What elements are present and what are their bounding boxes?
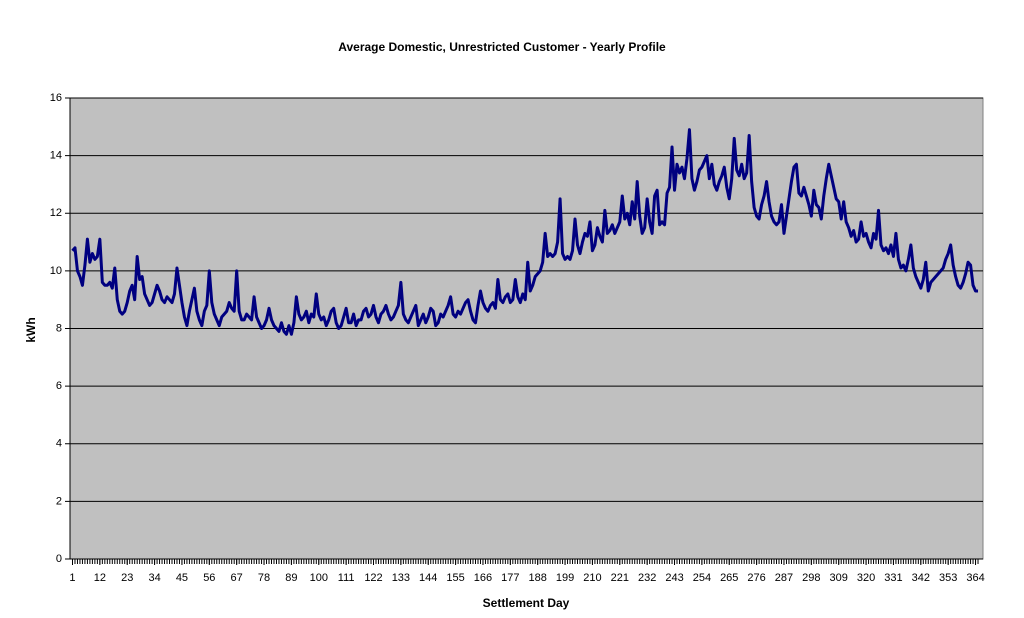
x-tick-label: 276: [747, 572, 765, 584]
x-tick-label: 243: [665, 572, 683, 584]
x-tick-label: 144: [419, 572, 437, 584]
x-tick-label: 364: [966, 572, 984, 584]
x-tick-label: 23: [121, 572, 133, 584]
y-tick-label: 14: [50, 150, 62, 162]
x-tick-label: 45: [176, 572, 188, 584]
x-tick-label: 287: [775, 572, 793, 584]
y-tick-label: 6: [56, 380, 62, 392]
x-axis-label: Settlement Day: [483, 596, 570, 610]
x-tick-label: 320: [857, 572, 875, 584]
x-tick-label: 265: [720, 572, 738, 584]
y-tick-label: 2: [56, 495, 62, 507]
x-tick-label: 188: [529, 572, 547, 584]
x-tick-label: 133: [392, 572, 410, 584]
x-tick-label: 56: [203, 572, 215, 584]
y-tick-label: 4: [56, 438, 62, 450]
x-tick-label: 232: [638, 572, 656, 584]
x-tick-label: 155: [446, 572, 464, 584]
x-tick-label: 254: [693, 572, 711, 584]
x-tick-label: 67: [231, 572, 243, 584]
x-tick-label: 331: [884, 572, 902, 584]
x-tick-label: 177: [501, 572, 519, 584]
x-tick-label: 100: [310, 572, 328, 584]
y-tick-label: 10: [50, 265, 62, 277]
x-tick-label: 309: [830, 572, 848, 584]
y-tick-label: 12: [50, 207, 62, 219]
x-tick-label: 89: [285, 572, 297, 584]
x-tick-label: 78: [258, 572, 270, 584]
x-tick-label: 1: [69, 572, 75, 584]
y-tick-label: 16: [50, 92, 62, 104]
data-line: [71, 128, 979, 336]
x-tick-label: 199: [556, 572, 574, 584]
x-tick-label: 111: [338, 572, 355, 584]
y-tick-label: 8: [56, 322, 62, 334]
x-tick-label: 342: [912, 572, 930, 584]
x-tick-label: 210: [583, 572, 601, 584]
y-tick-label: 0: [56, 553, 62, 565]
y-axis-label: kWh: [24, 317, 38, 342]
x-tick-label: 12: [94, 572, 106, 584]
x-tick-label: 166: [474, 572, 492, 584]
x-tick-label: 353: [939, 572, 957, 584]
x-tick-label: 221: [611, 572, 629, 584]
x-tick-label: 298: [802, 572, 820, 584]
x-tick-label: 34: [148, 572, 160, 584]
chart-title: Average Domestic, Unrestricted Customer …: [338, 40, 666, 54]
x-tick-label: 122: [364, 572, 382, 584]
